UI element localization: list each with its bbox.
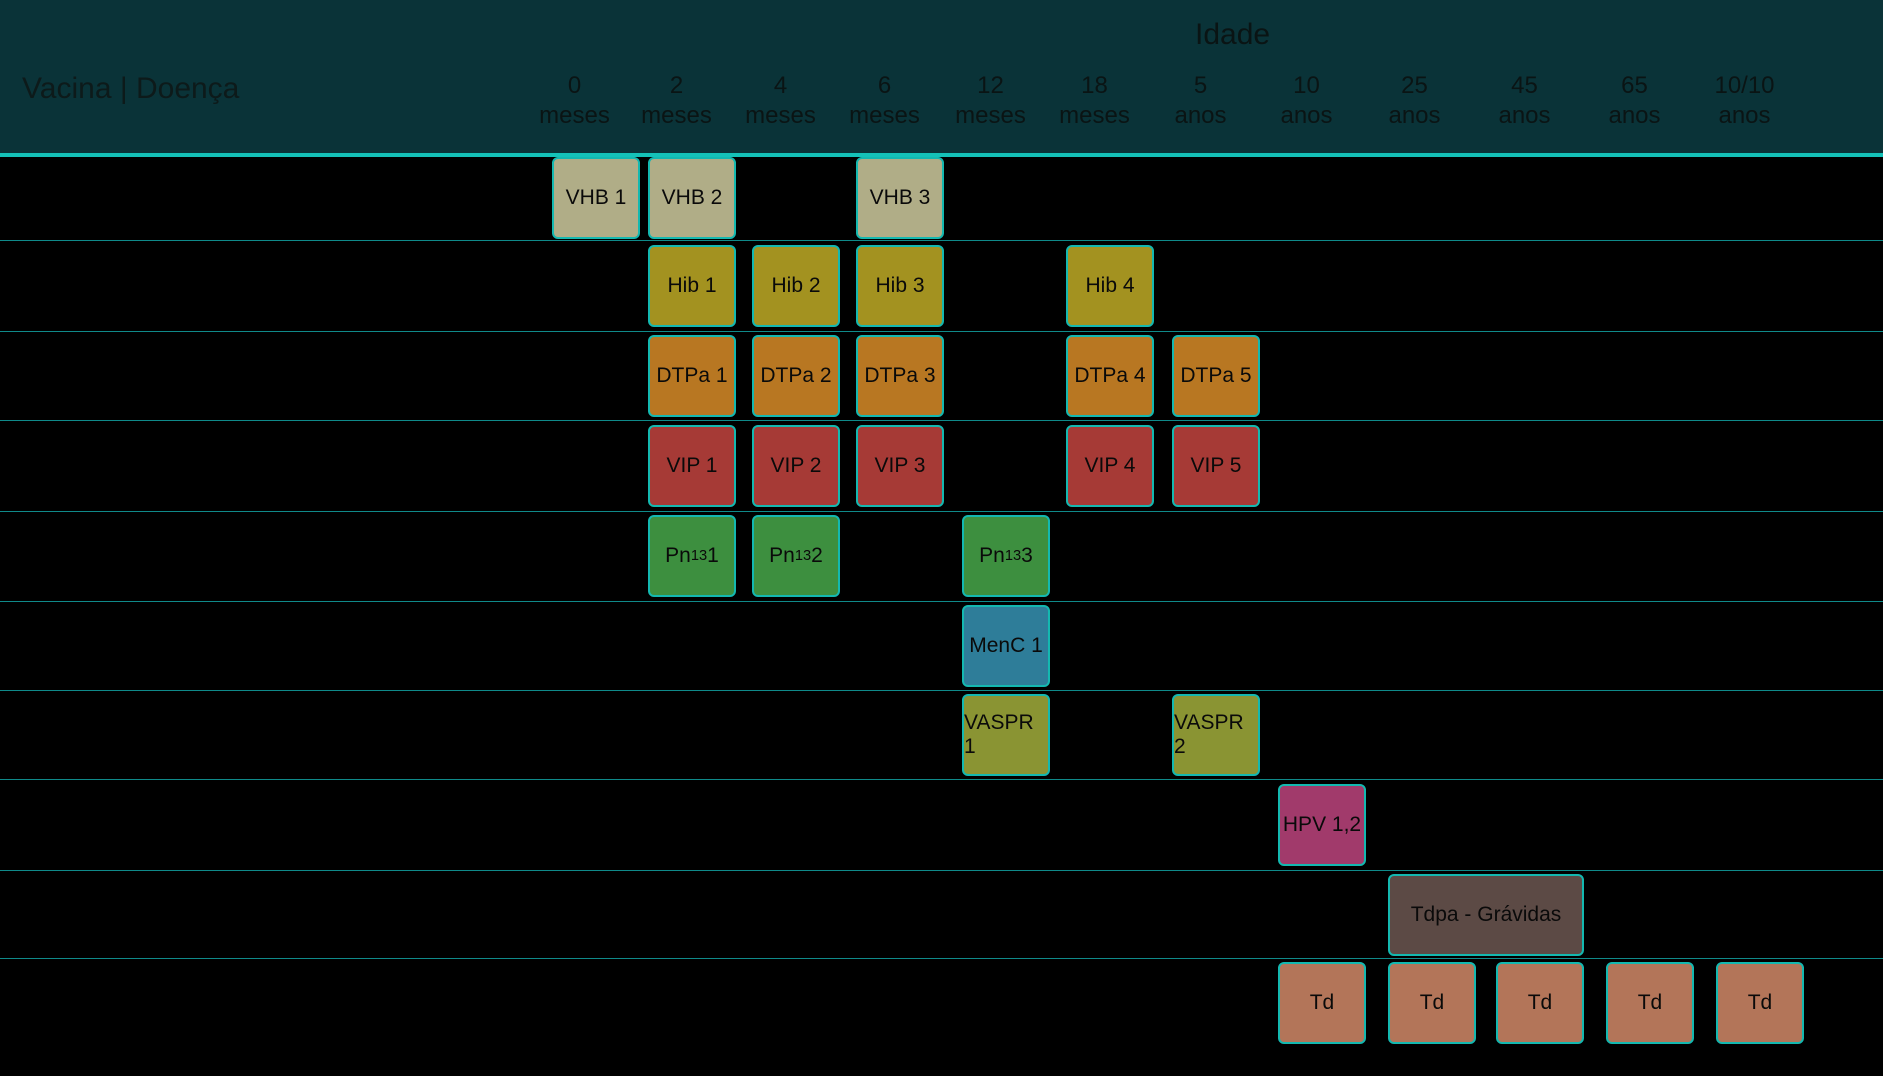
column-header-line2: meses <box>634 102 719 131</box>
vaccine-cell: Td <box>1496 962 1584 1044</box>
vaccine-cell: Hib 1 <box>648 245 736 327</box>
vaccine-cell: VHB 2 <box>648 157 736 239</box>
vaccine-cell: Tdpa - Grávidas <box>1388 874 1584 956</box>
header-left-label: Vacina | Doença <box>22 72 239 106</box>
column-header-line1: 12 <box>948 72 1033 101</box>
column-header-line2: anos <box>1482 102 1567 131</box>
vaccine-cell: Td <box>1716 962 1804 1044</box>
column-header-line1: 6 <box>842 72 927 101</box>
vaccine-cell: Hib 4 <box>1066 245 1154 327</box>
vaccine-cell: VASPR 2 <box>1172 694 1260 776</box>
vaccine-cell: DTPa 3 <box>856 335 944 417</box>
vaccine-cell: VIP 1 <box>648 425 736 507</box>
vaccine-cell: DTPa 1 <box>648 335 736 417</box>
vaccine-cell: VIP 3 <box>856 425 944 507</box>
vaccine-cell: Hib 2 <box>752 245 840 327</box>
row-divider <box>0 240 1883 241</box>
vaccine-cell: Td <box>1606 962 1694 1044</box>
column-header-line2: anos <box>1702 102 1787 131</box>
column-header-line1: 18 <box>1052 72 1137 101</box>
column-header-line2: anos <box>1372 102 1457 131</box>
vaccine-cell: VIP 2 <box>752 425 840 507</box>
column-header-line1: 10/10 <box>1702 72 1787 101</box>
row-divider <box>0 779 1883 780</box>
vaccine-cell: VIP 4 <box>1066 425 1154 507</box>
vaccine-cell: Pn13 2 <box>752 515 840 597</box>
column-header-line1: 10 <box>1264 72 1349 101</box>
vaccine-cell: DTPa 2 <box>752 335 840 417</box>
vaccine-cell: Td <box>1278 962 1366 1044</box>
vaccine-cell: Hib 3 <box>856 245 944 327</box>
column-header-line2: meses <box>842 102 927 131</box>
column-header-line2: anos <box>1592 102 1677 131</box>
column-header-line1: 5 <box>1158 72 1243 101</box>
row-divider <box>0 601 1883 602</box>
vaccine-cell: Pn13 3 <box>962 515 1050 597</box>
column-header-line1: 45 <box>1482 72 1567 101</box>
vaccine-cell: HPV 1,2 <box>1278 784 1366 866</box>
column-header-line2: meses <box>532 102 617 131</box>
row-divider <box>0 958 1883 959</box>
column-header-line1: 25 <box>1372 72 1457 101</box>
vaccine-cell: VASPR 1 <box>962 694 1050 776</box>
header-divider <box>0 153 1883 157</box>
vaccine-cell: Pn13 1 <box>648 515 736 597</box>
column-header-line2: meses <box>948 102 1033 131</box>
vaccine-cell: DTPa 4 <box>1066 335 1154 417</box>
row-divider <box>0 420 1883 421</box>
column-header-line2: meses <box>738 102 823 131</box>
vaccine-cell: VHB 3 <box>856 157 944 239</box>
vaccine-cell: VHB 1 <box>552 157 640 239</box>
column-header-line1: 65 <box>1592 72 1677 101</box>
column-header-line1: 0 <box>532 72 617 101</box>
vaccine-cell: VIP 5 <box>1172 425 1260 507</box>
row-divider <box>0 511 1883 512</box>
row-divider <box>0 870 1883 871</box>
vaccine-cell: DTPa 5 <box>1172 335 1260 417</box>
column-header-line2: anos <box>1158 102 1243 131</box>
vaccine-cell: MenC 1 <box>962 605 1050 687</box>
vaccine-cell: Td <box>1388 962 1476 1044</box>
header-top-label: Idade <box>1195 18 1270 52</box>
column-header-line1: 4 <box>738 72 823 101</box>
column-header-line2: anos <box>1264 102 1349 131</box>
row-divider <box>0 690 1883 691</box>
row-divider <box>0 331 1883 332</box>
column-header-line1: 2 <box>634 72 719 101</box>
column-header-line2: meses <box>1052 102 1137 131</box>
